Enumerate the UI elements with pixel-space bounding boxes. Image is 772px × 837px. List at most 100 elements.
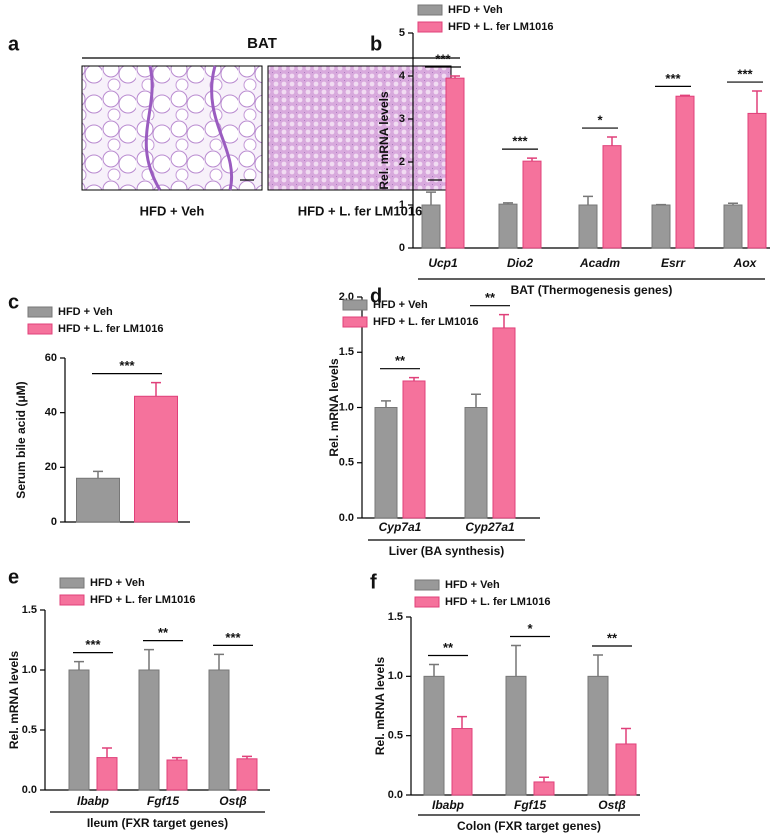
error-bar xyxy=(511,644,521,677)
x-tick-label: Ostβ xyxy=(219,794,247,808)
panel-letter: b xyxy=(370,33,382,55)
significance-label: *** xyxy=(512,134,528,149)
legend-label: HFD + L. fer LM1016 xyxy=(448,21,553,33)
error-bar xyxy=(499,313,509,328)
error-bar xyxy=(539,776,549,782)
y-tick-label: 2 xyxy=(399,156,405,168)
x-tick-label: Aox xyxy=(733,256,758,270)
error-bar xyxy=(471,393,481,408)
panel-letter: c xyxy=(8,291,19,313)
error-bar xyxy=(429,663,439,677)
error-bar xyxy=(93,470,103,479)
x-tick-label: Ibabp xyxy=(77,794,109,808)
legend-label: HFD + Veh xyxy=(58,306,113,318)
legend-label: HFD + Veh xyxy=(90,577,145,589)
y-tick-label: 0 xyxy=(51,516,57,528)
y-tick-label: 0.5 xyxy=(22,724,37,736)
significance-label: *** xyxy=(119,358,135,373)
x-tick-label: Ostβ xyxy=(598,798,626,812)
x-tick-label: Acadm xyxy=(579,256,620,270)
error-bar xyxy=(593,654,603,677)
legend-swatch xyxy=(417,21,443,33)
y-axis-label: Rel. mRNA levels xyxy=(327,358,341,457)
y-tick-label: 60 xyxy=(45,352,57,364)
error-bar xyxy=(457,715,467,729)
x-tick-label: Ucp1 xyxy=(428,256,458,270)
legend-swatch xyxy=(342,299,368,311)
error-bar xyxy=(583,195,593,205)
y-tick-label: 1.0 xyxy=(339,401,354,413)
bar xyxy=(587,675,609,796)
bar xyxy=(402,380,426,519)
y-tick-label: 0.0 xyxy=(22,784,37,796)
error-bar xyxy=(503,202,513,205)
y-tick-label: 0.0 xyxy=(388,789,403,801)
legend-swatch xyxy=(27,306,53,318)
error-bar xyxy=(74,660,84,670)
legend-swatch xyxy=(414,596,440,608)
legend-label: HFD + Veh xyxy=(373,299,428,311)
panel-letter: a xyxy=(8,33,20,55)
x-axis-label: Colon (FXR target genes) xyxy=(457,819,601,833)
significance-label: ** xyxy=(395,353,406,368)
error-bar xyxy=(381,400,391,408)
bar xyxy=(138,669,160,791)
y-tick-label: 0.5 xyxy=(388,730,403,742)
error-bar xyxy=(102,747,112,758)
significance-label: * xyxy=(527,621,533,636)
significance-label: *** xyxy=(85,637,101,652)
image-caption: HFD + Veh xyxy=(140,203,205,218)
y-tick-label: 1.0 xyxy=(22,664,37,676)
y-tick-label: 4 xyxy=(399,70,406,82)
y-tick-label: 20 xyxy=(45,461,57,473)
bar xyxy=(675,95,695,249)
legend-swatch xyxy=(59,594,85,606)
y-axis-label: Serum bile acid (μM) xyxy=(14,381,28,498)
bar xyxy=(208,669,230,791)
bar xyxy=(68,669,90,791)
y-tick-label: 0 xyxy=(399,242,405,254)
x-tick-label: Ibabp xyxy=(432,798,464,812)
y-axis-label: Rel. mRNA levels xyxy=(7,651,21,750)
significance-label: * xyxy=(597,112,603,127)
legend-label: HFD + L. fer LM1016 xyxy=(90,594,195,606)
legend-label: HFD + L. fer LM1016 xyxy=(373,316,478,328)
histology-image-veh xyxy=(81,65,263,191)
tissue-septa xyxy=(144,65,233,191)
panel-letter: e xyxy=(8,566,19,588)
bar xyxy=(445,77,465,249)
significance-label: *** xyxy=(225,630,241,645)
y-axis-label: Rel. mRNA levels xyxy=(377,91,391,190)
bar xyxy=(578,204,598,249)
y-tick-label: 3 xyxy=(399,113,405,125)
x-tick-label: Cyp7a1 xyxy=(379,520,422,534)
panel-letter: d xyxy=(370,285,382,307)
x-tick-label: Cyp27a1 xyxy=(465,520,515,534)
significance-label: *** xyxy=(665,71,681,86)
error-bar xyxy=(728,202,738,205)
bar xyxy=(651,204,671,249)
error-bar xyxy=(144,648,154,670)
significance-label: ** xyxy=(158,625,169,640)
legend-swatch xyxy=(59,577,85,589)
bar xyxy=(134,395,178,523)
bar xyxy=(236,758,258,791)
legend-swatch xyxy=(342,316,368,328)
error-bar xyxy=(151,381,161,397)
bar xyxy=(464,407,488,519)
significance-label: ** xyxy=(485,290,496,305)
panel-title: BAT xyxy=(247,35,277,52)
bar xyxy=(421,204,441,249)
y-axis-label: Rel. mRNA levels xyxy=(373,657,387,756)
legend-label: HFD + Veh xyxy=(445,579,500,591)
y-tick-label: 40 xyxy=(45,407,57,419)
x-axis-label: BAT (Thermogenesis genes) xyxy=(511,283,673,297)
panel-letter: f xyxy=(370,571,377,593)
bar xyxy=(602,145,622,249)
error-bar xyxy=(214,653,224,670)
y-tick-label: 5 xyxy=(399,27,405,39)
error-bar xyxy=(752,90,762,114)
bar xyxy=(166,759,188,791)
legend-swatch xyxy=(27,323,53,335)
